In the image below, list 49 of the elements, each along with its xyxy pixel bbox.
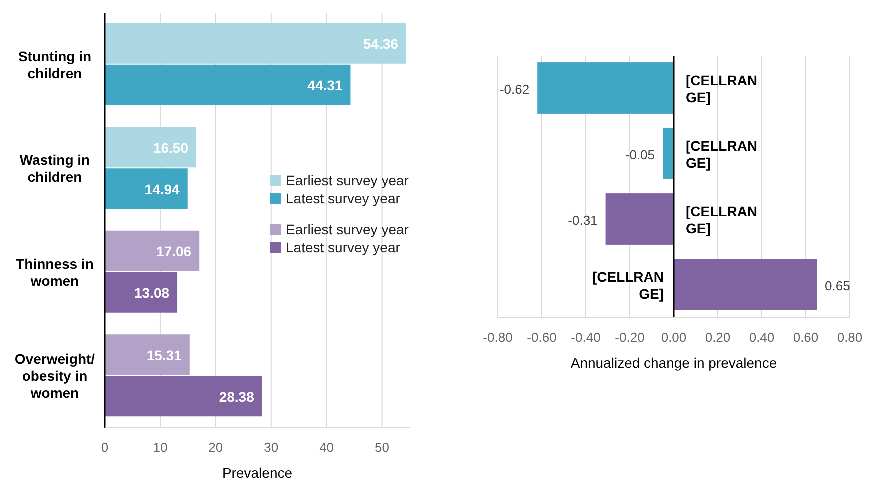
legend-label: Earliest survey year [286,172,410,188]
y-tick-label: [CELLRANGE] [686,203,758,236]
data-label: -0.62 [500,82,530,97]
x-tick-label: -0.20 [615,330,645,345]
bar [105,168,188,210]
legend-label: Latest survey year [286,240,401,256]
bar [105,334,190,376]
x-tick-label: -0.60 [527,330,557,345]
data-label: 0.65 [825,278,850,294]
x-axis-title: Prevalence [222,465,293,481]
data-label: 13.08 [134,285,170,302]
x-tick-label: -0.80 [483,330,513,345]
x-tick-label: 0.20 [705,330,731,345]
y-tick-label: Wasting in children [20,152,90,186]
x-tick-label: 20 [208,440,224,455]
x-tick-label: -0.40 [571,330,601,345]
y-tick-label: Stunting in children [18,48,92,82]
x-tick-label: 0 [101,440,109,455]
data-label: 15.31 [146,347,182,364]
legend-label: Earliest survey year [286,222,410,238]
legend-label: Latest survey year [286,190,401,206]
y-tick-label: Thinness in women [16,256,94,289]
data-label: -0.31 [568,212,598,228]
y-tick-label: [CELLRANGE] [592,268,664,302]
x-tick-label: 0.40 [749,330,775,345]
data-label: 17.06 [156,244,192,260]
x-tick-label: 0.80 [837,330,863,345]
bar [105,230,200,272]
bar [105,64,351,106]
x-tick-label: 40 [320,440,334,455]
bar [105,272,178,313]
data-label: 14.94 [144,181,180,198]
x-axis-title: Annualized change in prevalence [570,355,778,371]
x-tick-label: 30 [264,440,279,455]
x-tick-label: 50 [375,440,390,455]
bar [105,376,262,417]
data-label: -0.05 [625,147,655,162]
y-tick-label: Overweight/ obesity in women [14,351,96,402]
bar [105,127,196,168]
y-tick-label: [CELLRANGE] [686,72,758,106]
bar [105,23,406,64]
y-tick-label: [CELLRANGE] [686,138,758,171]
data-label: 54.36 [363,36,399,52]
x-tick-label: 0.00 [661,330,687,345]
x-tick-label: 0.60 [793,330,819,345]
x-tick-label: 10 [153,440,168,455]
data-label: 28.38 [219,388,255,405]
data-label: 44.31 [308,78,343,94]
data-label: 16.50 [153,140,189,156]
